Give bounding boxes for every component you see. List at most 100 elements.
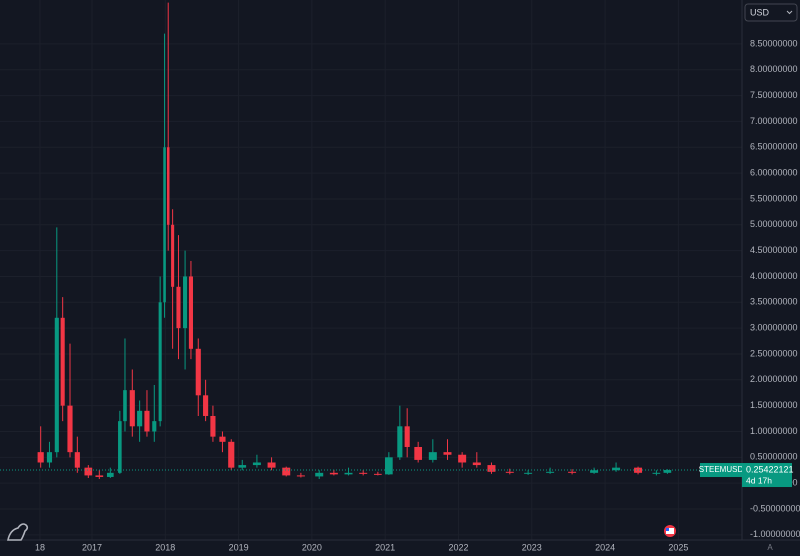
currency-box[interactable]	[744, 3, 798, 22]
price-tag	[742, 463, 792, 488]
candle-body	[590, 470, 599, 473]
dropdown-arrow	[786, 10, 793, 15]
candle-body	[195, 348, 201, 396]
candle-body	[60, 317, 65, 406]
candle-body	[428, 452, 437, 460]
candle-body	[37, 452, 44, 463]
candle-body	[472, 462, 481, 466]
candle-body	[414, 446, 423, 460]
logo-shape[interactable]	[7, 523, 29, 541]
y-tick-label: 6.00000000	[750, 167, 798, 177]
x-tick-label: 2017	[82, 542, 102, 552]
candle-body	[238, 465, 247, 468]
y-tick-label: 6.50000000	[750, 142, 798, 152]
y-tick-label: 4.50000000	[750, 245, 798, 255]
candle-body	[144, 410, 150, 432]
axes: -1.00000000-0.500000000.000000000.500000…	[35, 38, 800, 552]
candle-body	[404, 426, 410, 447]
last-price-label: 0.25422121	[746, 464, 794, 474]
x-tick-label: 2019	[229, 542, 249, 552]
candle-body	[129, 390, 135, 427]
x-tick-label: 18	[35, 542, 45, 552]
candle-body	[123, 390, 127, 422]
x-tick-label: 2018	[155, 542, 175, 552]
candle-body	[282, 467, 291, 476]
x-tick-label: 2021	[375, 542, 395, 552]
candle-body	[166, 147, 170, 225]
candle-body	[315, 472, 324, 477]
candle-body	[46, 452, 53, 463]
candle-body	[95, 475, 104, 477]
flag-canton	[666, 528, 669, 531]
y-tick-label: 1.50000000	[750, 400, 798, 410]
candle-body	[106, 472, 114, 477]
candle-body	[359, 472, 368, 474]
candle-body	[267, 462, 276, 468]
candle-body	[158, 302, 162, 422]
x-tick-label: 2022	[448, 542, 468, 552]
candle-body	[176, 286, 181, 329]
auto-scale-button[interactable]: A	[767, 543, 773, 552]
y-tick-label: 5.50000000	[750, 193, 798, 203]
candle-body	[203, 395, 209, 416]
candle-body	[612, 467, 621, 471]
y-tick-label: -1.00000000	[750, 529, 800, 539]
candle-body	[568, 471, 577, 473]
candle-body	[546, 471, 555, 473]
x-tick-label: 2020	[302, 542, 322, 552]
candle-body	[634, 467, 643, 473]
candle-body	[163, 147, 166, 303]
candle-body	[344, 472, 353, 475]
symbol-tag	[700, 463, 742, 478]
candle-body	[188, 276, 193, 349]
candle-body	[296, 475, 305, 477]
y-tick-label: 2.50000000	[750, 348, 798, 358]
candle-body	[74, 452, 80, 468]
candle-body	[171, 224, 175, 287]
tradingview-logo[interactable]	[7, 523, 29, 541]
candle-body	[84, 467, 93, 476]
candle-body	[329, 472, 338, 475]
event-flag[interactable]	[664, 525, 676, 537]
y-tick-label: 8.00000000	[750, 64, 798, 74]
y-tick-label: 3.50000000	[750, 297, 798, 307]
y-tick-label: 0.50000000	[750, 452, 798, 462]
symbol-label: STEEMUSD	[699, 465, 744, 474]
candle-body	[118, 421, 122, 473]
y-tick-label: 7.50000000	[750, 90, 798, 100]
y-tick-label: 4.00000000	[750, 271, 798, 281]
x-tick-label: 2023	[522, 542, 542, 552]
currency-label[interactable]: USD	[750, 7, 770, 17]
candle-body	[183, 276, 188, 329]
candle-body	[505, 471, 514, 473]
candle-body	[663, 470, 672, 473]
candle-body	[443, 452, 452, 455]
candle-body	[458, 454, 467, 463]
countdown-label: 4d 17h	[746, 475, 772, 485]
candle-body	[219, 436, 226, 442]
candle-body	[374, 473, 382, 475]
candle-body	[397, 426, 403, 458]
y-tick-label: 1.00000000	[750, 426, 798, 436]
y-tick-label: 2.00000000	[750, 374, 798, 384]
candle-body	[67, 405, 73, 453]
flag-inner	[666, 528, 674, 534]
candle-body	[524, 472, 533, 474]
y-tick-label: 3.00000000	[750, 323, 798, 333]
y-tick-label: 7.00000000	[750, 116, 798, 126]
candle-body	[252, 462, 261, 466]
candle-body	[137, 410, 143, 427]
candle-body	[652, 472, 661, 474]
candle-body	[228, 441, 235, 468]
candle-body	[54, 317, 59, 453]
candle-body	[210, 415, 216, 437]
currency-select[interactable]: USD	[744, 3, 798, 22]
x-tick-label: 2025	[668, 542, 688, 552]
candle-body	[487, 465, 496, 472]
y-tick-label: 5.00000000	[750, 219, 798, 229]
y-tick-label: 8.50000000	[750, 38, 798, 48]
grid	[0, 0, 742, 540]
